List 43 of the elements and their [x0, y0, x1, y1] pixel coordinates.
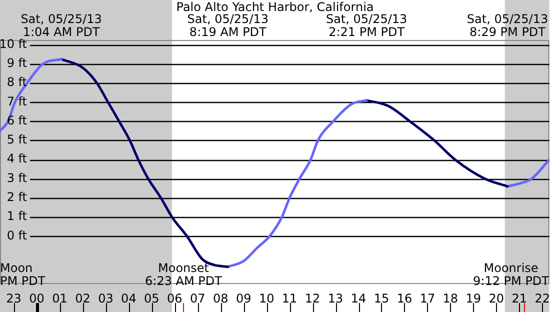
x-tick-label: 23 — [6, 291, 22, 306]
x-tick-label: 08 — [212, 291, 228, 306]
x-tick-label: 16 — [396, 291, 412, 306]
x-tick-label: 22 — [534, 291, 550, 306]
x-tick-label: 18 — [442, 291, 458, 306]
y-tick-label: 2 ft — [6, 190, 28, 204]
y-tick-label: 1 ft — [6, 209, 28, 224]
y-tick-label: 10 ft — [0, 36, 28, 51]
text: Sat, 05/25/13 8:29 PM PDT — [466, 12, 548, 40]
x-tick-label: 05 — [144, 291, 160, 306]
ref-line-label: Moonset 6:23 AM PDT — [145, 261, 223, 288]
x-tick-label: 04 — [121, 291, 136, 306]
x-tick-label: 10 — [258, 291, 274, 306]
y-tick-label: 8 ft — [6, 75, 28, 90]
y-tick-label: 6 ft — [6, 113, 28, 128]
x-tick-label: 14 — [350, 291, 366, 306]
x-tick-label: 07 — [190, 291, 206, 306]
y-tick-label: 5 ft — [6, 132, 28, 147]
x-tick-label: 11 — [282, 291, 298, 306]
x-tick-label: 09 — [236, 291, 252, 306]
text: Sat, 05/25/13 2:21 PM PDT — [326, 12, 408, 40]
x-tick-label: 06 — [167, 291, 182, 306]
x-tick-label: 03 — [98, 291, 114, 306]
x-tick-label: 19 — [466, 291, 482, 306]
x-tick-label: 02 — [75, 291, 90, 306]
x-tick-label: 00 — [29, 291, 44, 306]
y-tick-label: 3 ft — [6, 170, 28, 185]
x-tick-label: 12 — [304, 291, 320, 306]
chart-title: Palo Alto Yacht Harbor, California — [176, 0, 374, 14]
text: Sat, 05/25/13 1:04 AM PDT — [20, 12, 102, 40]
y-tick-label: 0 ft — [6, 228, 28, 242]
x-tick-label: 01 — [52, 291, 68, 306]
y-tick-label: 7 ft — [6, 94, 28, 108]
y-tick-label: 9 ft — [6, 56, 28, 70]
ref-line-label: Moonrise 9:12 PM PDT — [473, 261, 550, 288]
x-tick-label: 21 — [512, 291, 528, 306]
annotation: Moon PM PDT — [0, 261, 46, 288]
x-tick-label: 20 — [488, 291, 504, 306]
x-tick-label: 13 — [328, 291, 344, 306]
text: Sat, 05/25/13 8:19 AM PDT — [187, 12, 268, 40]
x-tick-label: 15 — [374, 291, 390, 306]
x-tick-label: 17 — [420, 291, 436, 306]
y-tick-label: 4 ft — [6, 152, 28, 166]
